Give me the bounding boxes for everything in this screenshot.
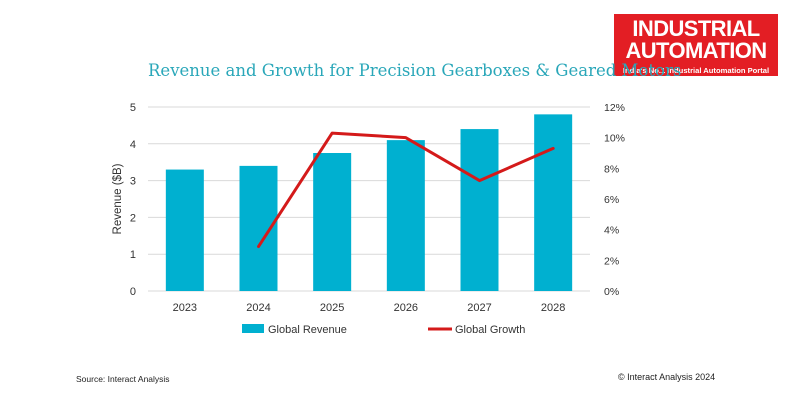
revenue-bar-2028	[534, 114, 573, 291]
y-tick-label: 1	[130, 249, 136, 261]
y2-tick-label: 2%	[604, 255, 619, 267]
revenue-bars	[165, 114, 573, 291]
y2-tick-label: 4%	[604, 225, 619, 237]
revenue-bar-2026	[386, 140, 425, 291]
logo-line-2: AUTOMATION	[625, 38, 767, 63]
x-tick-label: 2027	[467, 302, 491, 314]
y-tick-label: 0	[130, 286, 136, 298]
x-tick-label: 2024	[246, 302, 270, 314]
y-tick-label: 5	[130, 102, 136, 114]
legend-swatch-revenue	[242, 324, 264, 333]
y-tick-label: 2	[130, 212, 136, 224]
copyright-note: © Interact Analysis 2024	[618, 372, 716, 382]
y2-tick-label: 8%	[604, 163, 619, 175]
source-note: Source: Interact Analysis	[76, 374, 170, 384]
legend-label-revenue: Global Revenue	[268, 324, 347, 336]
chart-title: Revenue and Growth for Precision Gearbox…	[148, 61, 682, 80]
growth-line	[257, 131, 555, 249]
y-tick-label: 3	[130, 176, 136, 188]
y-tick-label: 4	[130, 139, 136, 151]
logo-line-1: INDUSTRIAL	[632, 16, 760, 41]
growth-line-group	[257, 131, 555, 249]
revenue-bar-2023	[165, 169, 204, 291]
y2-tick-label: 6%	[604, 194, 619, 206]
y-axis-label: Revenue ($B)	[112, 163, 124, 234]
grid-lines	[148, 106, 590, 292]
industrial-automation-logo[interactable]: INDUSTRIAL AUTOMATION India's No.1 Indus…	[614, 14, 778, 76]
axes: 0 1 2 3 4 5 0% 2% 4% 6% 8% 10% 12% Revenue ($B) 2023 20…	[112, 102, 625, 314]
revenue-bar-2025	[313, 153, 352, 291]
x-tick-label: 2026	[394, 302, 418, 314]
logo-tagline: India's No.1 Industrial Automation Porta…	[622, 66, 770, 75]
y2-tick-label: 10%	[604, 133, 625, 145]
y2-tick-label: 0%	[604, 286, 619, 298]
legend-label-growth: Global Growth	[455, 324, 525, 336]
legend: Global Revenue Global Growth	[242, 324, 525, 336]
x-tick-label: 2025	[320, 302, 344, 314]
revenue-bar-2027	[460, 129, 499, 291]
y2-tick-label: 12%	[604, 102, 625, 114]
x-tick-label: 2028	[541, 302, 565, 314]
x-tick-label: 2023	[173, 302, 197, 314]
